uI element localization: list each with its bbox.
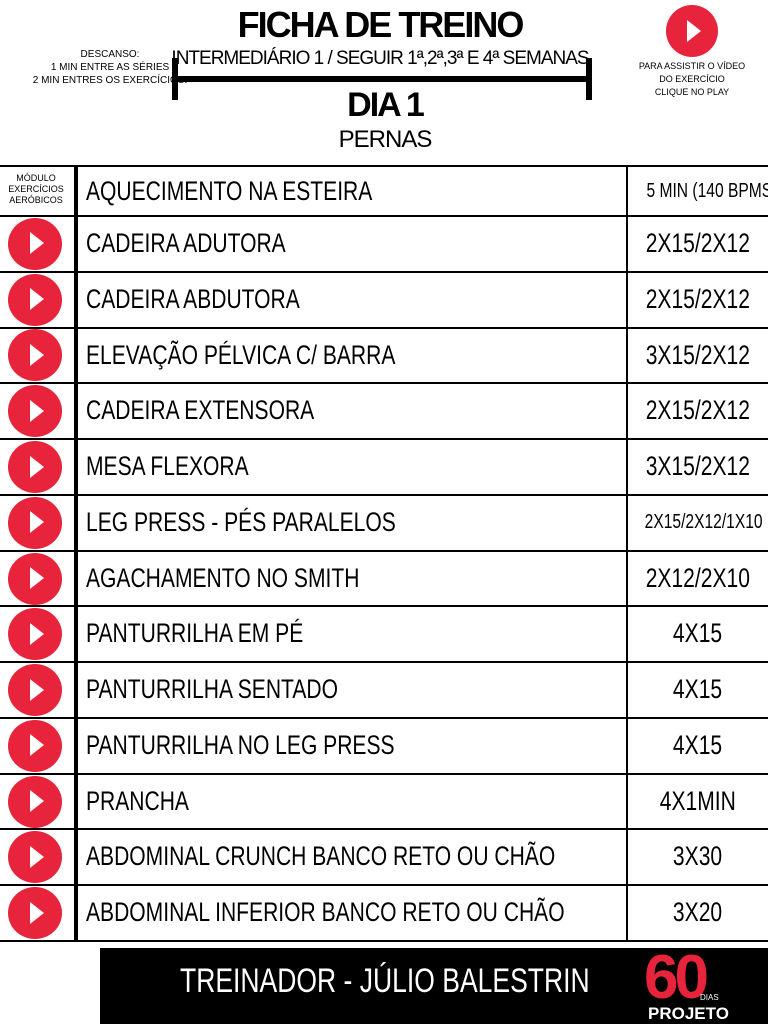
sets-cell: 4X15 [626, 661, 768, 719]
sets-cell: 2X15/2X12 [626, 215, 768, 273]
sets-cell: 3X15/2X12 [626, 326, 768, 385]
exercise-cell-text: LEG PRESS - PÉS PARALELOS [86, 506, 396, 537]
exercise-cell-text: PANTURRILHA NO LEG PRESS [86, 729, 395, 760]
icon-cell: MÓDULO EXERCÍCIOS AERÓBICOS [0, 165, 76, 217]
rest-line: 1 MIN ENTRE AS SÉRIES [50, 62, 170, 73]
play-button[interactable] [8, 217, 62, 270]
exercise-cell-text: AGACHAMENTO NO SMITH [86, 562, 360, 593]
play-button[interactable] [8, 552, 62, 605]
exercise-cell-text: PANTURRILHA SENTADO [86, 674, 338, 705]
exercise-cell-text: ABDOMINAL INFERIOR BANCO RETO OU CHÃO [86, 897, 565, 928]
focus: PERNAS [338, 126, 433, 153]
trainer: TREINADOR - JÚLIO BALESTRIN [180, 962, 705, 1001]
sets-cell-text: 4X15 [673, 674, 723, 705]
exercise-cell: ABDOMINAL INFERIOR BANCO RETO OU CHÃO [76, 884, 628, 942]
logo-small: DIAS [700, 993, 719, 1002]
sets-cell-text: 2X15/2X12 [645, 395, 751, 426]
play-button[interactable] [666, 5, 718, 57]
exercise-cell: PANTURRILHA SENTADO [76, 661, 628, 719]
logo-word: PROJETO [648, 1004, 729, 1023]
footer-band [100, 948, 768, 1024]
sets-cell-text: 3X20 [673, 897, 723, 928]
play-button[interactable] [8, 273, 62, 326]
bracket [172, 76, 592, 82]
logo-number: 60 [644, 943, 709, 1012]
day: DIA 1 [347, 86, 425, 124]
video-note: PARA ASSISTIR O VÍDEO DO EXERCÍCIO CLIQU… [622, 60, 762, 99]
exercise-cell: PANTURRILHA EM PÉ [76, 605, 628, 664]
video-line: CLIQUE NO PLAY [654, 87, 730, 97]
play-button[interactable] [8, 496, 62, 549]
sets-cell-text: 3X30 [673, 841, 723, 872]
sets-cell-text: 2X15/2X12 [645, 283, 751, 314]
play-button[interactable] [8, 440, 62, 493]
rest-note: DESCANSO: 1 MIN ENTRE AS SÉRIES 2 MIN EN… [0, 48, 220, 87]
exercise-cell: CADEIRA EXTENSORA [76, 382, 628, 441]
exercise-cell-text: CADEIRA EXTENSORA [86, 395, 315, 426]
video-line: PARA ASSISTIR O VÍDEO [638, 61, 746, 71]
title: FICHA DE TREINO [237, 4, 525, 45]
exercise-cell: LEG PRESS - PÉS PARALELOS [76, 493, 628, 552]
sets-cell-text: 2X15/2X12 [645, 228, 751, 258]
sets-cell-text: 3X15/2X12 [645, 451, 751, 482]
sets-cell-text: 4X1MIN [659, 785, 737, 816]
video-line: DO EXERCÍCIO [659, 74, 725, 84]
exercise-cell-text: MESA FLEXORA [86, 451, 249, 482]
exercise-cell: PANTURRILHA NO LEG PRESS [76, 716, 628, 775]
sets-cell-text: 5 MIN (140 BPMS) [646, 180, 768, 202]
subtitle: INTERMEDIÁRIO 1 / SEGUIR 1ª,2ª,3ª E 4ª S… [171, 48, 589, 69]
exercise-cell: ELEVAÇÃO PÉLVICA C/ BARRA [76, 326, 628, 385]
exercise-cell: PRANCHA [76, 772, 628, 831]
sets-cell: 4X15 [626, 716, 768, 775]
sets-cell: 3X15/2X12 [626, 438, 768, 496]
sets-cell: 2X15/2X12 [626, 382, 768, 441]
sets-cell: 2X15/2X12/1X10 [626, 493, 768, 552]
sets-cell: 4X15 [626, 605, 768, 664]
play-button[interactable] [8, 887, 62, 940]
exercise-cell: CADEIRA ABDUTORA [76, 270, 628, 329]
exercise-cell: ABDOMINAL CRUNCH BANCO RETO OU CHÃO [76, 828, 628, 887]
exercise-cell-text: PRANCHA [86, 785, 189, 816]
sets-cell-text: 2X12/2X10 [645, 562, 751, 593]
exercise-cell-text: ELEVAÇÃO PÉLVICA C/ BARRA [86, 339, 396, 370]
exercise-cell-text: CADEIRA ADUTORA [86, 228, 286, 258]
sets-cell: 2X15/2X12 [626, 270, 768, 329]
sets-cell-text: 3X15/2X12 [645, 339, 751, 370]
rest-line: DESCANSO: [80, 49, 140, 60]
module-line: EXERCÍCIOS [8, 184, 64, 194]
rest-line: 2 MIN ENTRES OS EXERCÍCIOS. [32, 75, 188, 86]
sets-cell: 3X20 [626, 884, 768, 942]
module-line: AERÓBICOS [9, 195, 63, 205]
play-button[interactable] [8, 385, 62, 438]
exercise-cell: AGACHAMENTO NO SMITH [76, 549, 628, 608]
exercise-cell-text: CADEIRA ABDUTORA [86, 283, 300, 314]
sets-cell: 4X1MIN [626, 772, 768, 831]
sets-cell-text: 4X15 [673, 618, 723, 649]
trainer-text: TREINADOR - JÚLIO BALESTRIN [180, 962, 590, 1000]
play-button[interactable] [8, 329, 62, 382]
icon-cell [0, 884, 76, 942]
play-button[interactable] [8, 719, 62, 772]
sets-cell-text: 2X15/2X12/1X10 [644, 510, 763, 533]
exercise-cell: MESA FLEXORA [76, 438, 628, 496]
play-button[interactable] [8, 664, 62, 717]
play-button[interactable] [8, 608, 62, 661]
sets-cell-text: 4X15 [673, 729, 723, 760]
exercise-cell: CADEIRA ADUTORA [76, 215, 628, 273]
exercise-cell-text: ABDOMINAL CRUNCH BANCO RETO OU CHÃO [86, 841, 556, 872]
exercise-cell: AQUECIMENTO NA ESTEIRA [76, 165, 628, 217]
sets-cell: 3X30 [626, 828, 768, 887]
play-button[interactable] [8, 831, 62, 884]
sets-cell: 5 MIN (140 BPMS) [626, 165, 768, 217]
module-line: MÓDULO [16, 173, 56, 183]
exercise-cell-text: PANTURRILHA EM PÉ [86, 618, 304, 649]
play-button[interactable] [8, 775, 62, 828]
exercise-cell-text: AQUECIMENTO NA ESTEIRA [86, 176, 373, 206]
sets-cell: 2X12/2X10 [626, 549, 768, 608]
